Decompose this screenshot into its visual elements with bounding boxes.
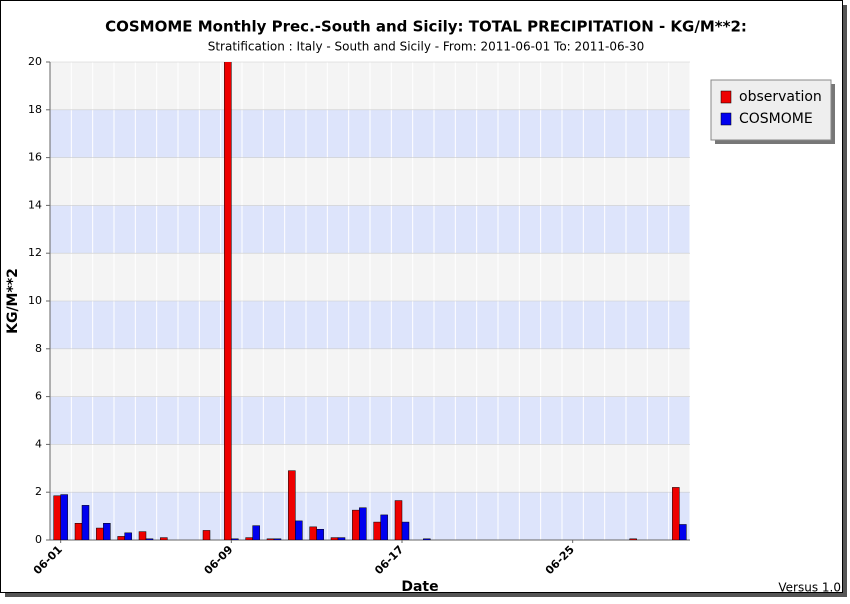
bar — [81, 505, 90, 540]
y-tick-label: 6 — [35, 390, 42, 403]
legend-label: observation — [739, 89, 822, 105]
bar — [401, 521, 410, 540]
y-tick-label: 12 — [28, 246, 42, 259]
footer: Versus 1.0 — [778, 581, 841, 595]
bar — [309, 526, 317, 540]
bar — [316, 528, 324, 540]
y-tick-label: 2 — [35, 485, 42, 498]
y-tick-label: 16 — [28, 151, 42, 164]
y-tick-label: 4 — [35, 437, 42, 450]
y-tick-label: 0 — [35, 533, 42, 546]
y-tick-label: 20 — [28, 55, 42, 68]
y-tick-label: 14 — [28, 198, 42, 211]
bar — [380, 514, 388, 540]
bar — [103, 523, 111, 540]
bar — [273, 538, 282, 540]
bar — [423, 538, 431, 540]
bar — [394, 500, 403, 540]
bar — [224, 62, 232, 540]
bar — [160, 537, 168, 540]
plot-area — [49, 61, 691, 541]
bar — [295, 520, 303, 540]
bar — [352, 509, 360, 540]
y-tick-label: 8 — [35, 342, 42, 355]
chart-title: COSMOME Monthly Prec.-South and Sicily: … — [105, 18, 747, 36]
legend-swatch — [720, 112, 732, 126]
bar — [359, 507, 367, 540]
bar — [330, 537, 339, 540]
legend-swatch — [720, 90, 732, 104]
y-tick-label: 18 — [28, 103, 42, 116]
bar — [202, 530, 211, 540]
bar — [252, 525, 260, 540]
bar — [373, 521, 381, 540]
bar — [231, 538, 239, 540]
legend-label: COSMOME — [739, 111, 813, 127]
bar — [53, 495, 61, 540]
bar — [629, 538, 637, 540]
y-axis-label: KG/M**2 — [5, 268, 21, 334]
bar — [245, 537, 253, 540]
bar — [74, 523, 83, 540]
bar — [96, 527, 104, 540]
bars — [53, 62, 687, 540]
bar — [679, 524, 687, 540]
bar — [117, 536, 125, 540]
x-axis-label: Date — [401, 579, 438, 595]
bar — [337, 537, 346, 540]
legend — [710, 79, 832, 141]
bar — [60, 494, 68, 540]
bar — [138, 531, 147, 540]
bar — [288, 470, 296, 540]
chart-subtitle: Stratification : Italy - South and Sicil… — [208, 40, 645, 54]
bar — [124, 532, 132, 540]
bar — [145, 538, 154, 540]
bar — [672, 487, 680, 540]
y-tick-label: 10 — [28, 294, 42, 307]
bar — [266, 538, 275, 540]
